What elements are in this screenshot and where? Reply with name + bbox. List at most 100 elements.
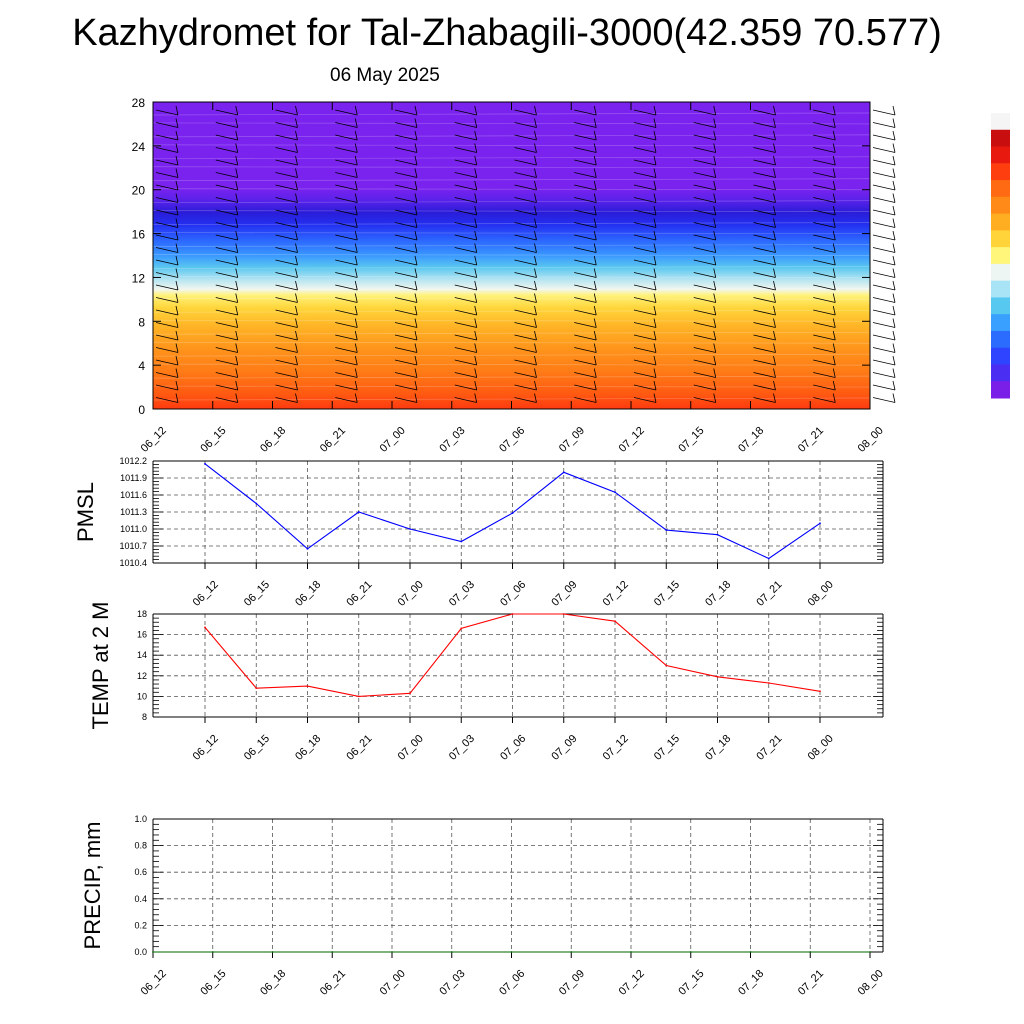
- wind-barb: [892, 380, 896, 391]
- wind-barb: [832, 193, 836, 203]
- wind-barb: [593, 318, 597, 328]
- y-tick-label: 12: [132, 271, 146, 285]
- wind-barb: [155, 197, 179, 203]
- wind-barb: [175, 368, 179, 378]
- wind-barb: [593, 293, 597, 303]
- wind-barb: [693, 384, 716, 391]
- y-tick-label: 1010.7: [119, 541, 147, 551]
- wind-barb: [753, 147, 776, 153]
- wind-barb: [813, 372, 836, 378]
- y-tick-label: 14: [137, 650, 147, 660]
- wind-barb: [414, 330, 418, 341]
- wind-barb: [155, 109, 179, 116]
- wind-barb: [175, 293, 179, 303]
- wind-barb: [892, 330, 896, 341]
- wind-barb: [813, 134, 836, 141]
- data-point: [665, 664, 668, 667]
- wind-barb: [773, 218, 776, 228]
- wind-barb: [753, 247, 776, 253]
- wind-barb: [175, 143, 179, 153]
- wind-barb: [474, 393, 478, 403]
- wind-barb: [713, 305, 717, 316]
- wind-barb: [713, 105, 717, 116]
- wind-barb: [872, 122, 896, 128]
- wind-barb: [753, 209, 776, 216]
- x-tick-label: 06_15: [242, 579, 272, 609]
- wind-barb: [414, 180, 418, 191]
- wind-barb: [713, 218, 717, 228]
- colorbar-swatch: [991, 314, 1010, 332]
- wind-barb: [175, 205, 179, 216]
- wind-barb: [534, 330, 537, 341]
- wind-barb: [633, 109, 657, 116]
- wind-barb: [832, 130, 836, 141]
- wind-barb: [633, 234, 657, 241]
- wind-barb: [275, 259, 298, 266]
- chart-subtitle: 06 May 2025: [330, 65, 440, 86]
- wind-barb: [892, 368, 896, 378]
- colorbar-swatch: [991, 247, 1010, 265]
- wind-barb: [474, 205, 478, 216]
- wind-barb: [354, 268, 358, 278]
- colorbar-swatch: [991, 297, 1010, 315]
- wind-barb: [414, 318, 418, 328]
- wind-barb: [633, 297, 657, 303]
- x-tick-label: 07_12: [601, 733, 631, 763]
- wind-barb: [215, 172, 238, 178]
- wind-barb: [773, 343, 776, 353]
- wind-barb: [155, 172, 179, 178]
- wind-barb: [354, 218, 358, 228]
- wind-barb: [713, 255, 717, 266]
- wind-barb: [474, 243, 478, 253]
- wind-barb: [892, 343, 896, 353]
- wind-barb: [474, 355, 478, 366]
- wind-barb: [693, 134, 716, 141]
- wind-barb: [693, 359, 716, 366]
- wind-barb: [872, 359, 896, 366]
- wind-barb: [215, 347, 238, 353]
- wind-barb: [534, 380, 537, 391]
- y-axis-label: PRECIP, mm: [80, 822, 105, 950]
- wind-barb: [633, 322, 657, 328]
- wind-barb: [275, 109, 298, 116]
- wind-barb: [514, 272, 537, 278]
- wind-barb: [394, 347, 418, 353]
- wind-barb: [514, 197, 537, 203]
- wind-barb: [474, 305, 478, 316]
- wind-barb: [892, 180, 896, 191]
- wind-barb: [235, 105, 239, 116]
- wind-barb: [275, 297, 298, 303]
- wind-barb: [394, 372, 418, 378]
- wind-barb: [593, 255, 597, 266]
- wind-barb: [474, 380, 478, 391]
- wind-barb: [633, 122, 657, 128]
- wind-barb: [593, 393, 597, 403]
- wind-barb: [215, 372, 238, 378]
- wind-barb: [534, 355, 537, 366]
- wind-barb: [693, 372, 716, 378]
- wind-barb: [574, 184, 597, 191]
- wind-barb: [175, 168, 179, 178]
- temp-panel: 8 10 12 14 16 18 06_12 06_15 06_18 06_21 07_00 07_0…: [88, 602, 884, 763]
- wind-barb: [215, 359, 238, 366]
- wind-barb: [713, 393, 717, 403]
- y-tick-label: 1011.3: [120, 507, 147, 517]
- data-point: [511, 512, 514, 515]
- wind-barb: [633, 222, 657, 228]
- wind-barb: [394, 284, 418, 291]
- wind-barb: [593, 218, 597, 228]
- wind-barb: [295, 368, 298, 378]
- wind-barb: [892, 205, 896, 216]
- wind-barb: [394, 397, 418, 403]
- x-tick-label: 08_00: [856, 425, 886, 455]
- wind-barb: [275, 172, 298, 178]
- wind-barb: [574, 284, 597, 291]
- wind-barb: [813, 397, 836, 403]
- wind-barb: [454, 122, 477, 128]
- wind-barb: [832, 168, 836, 178]
- x-tick-label: 07_09: [549, 733, 579, 763]
- wind-barb: [593, 130, 597, 141]
- wind-barb: [753, 184, 776, 191]
- wind-barb: [235, 180, 239, 191]
- wind-barb: [335, 247, 358, 253]
